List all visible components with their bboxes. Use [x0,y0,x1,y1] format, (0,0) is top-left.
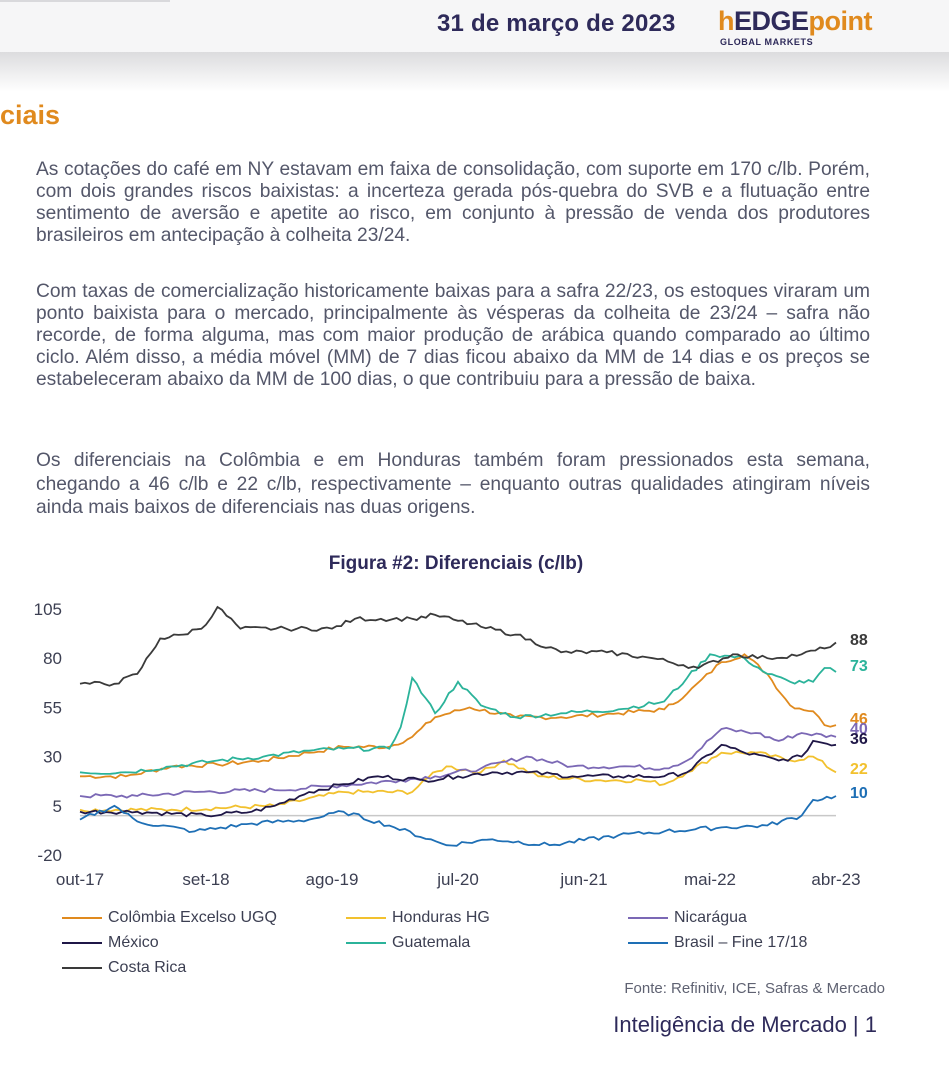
legend-swatch [62,967,102,969]
paragraph-2: Com taxas de comercialização historicame… [36,281,870,390]
section-title: ciais [0,100,61,130]
header-shadow [0,52,949,92]
legend-swatch [346,917,386,919]
x-tick-label: set-18 [182,870,229,889]
legend-swatch [346,942,386,944]
x-tick-label: out-17 [56,870,104,889]
series-line-7 [79,605,837,687]
series-end-label: 88 [850,632,868,649]
legend-swatch [62,942,102,944]
legend-label: Nicarágua [674,909,747,926]
legend-item: Guatemala [346,932,470,954]
logo-prefix: h [718,6,735,36]
source-note: Fonte: Refinitiv, ICE, Safras & Mercado [624,980,885,997]
x-tick-label: jul-20 [436,870,479,889]
header-bar: 31 de março de 2023 hEDGEpoint GLOBAL MA… [0,0,949,52]
footer-page-label: Inteligência de Mercado | 1 [613,1012,877,1037]
legend-label: México [108,934,159,951]
x-tick-label: ago-19 [306,870,359,889]
logo-tagline: GLOBAL MARKETS [720,37,814,47]
logo-suffix: point [808,6,873,36]
chart-legend: Colômbia Excelso UGQ Honduras HG Nicarágua… [0,905,949,985]
legend-item: Colômbia Excelso UGQ [62,907,277,929]
series-end-label: 10 [850,785,868,802]
legend-item: Costa Rica [62,957,186,979]
legend-swatch [62,917,102,919]
series-end-label: 73 [850,658,868,675]
series-end-label: 46 [850,711,868,728]
legend-swatch [628,942,668,944]
x-tick-label: abr-23 [811,870,860,889]
series-line-2 [79,750,837,813]
legend-item: México [62,932,159,954]
series-line-1 [80,653,837,780]
series-end-label: 36 [850,731,868,748]
chart-title: Figura #2: Diferenciais (c/lb) [328,553,584,574]
series-end-label: 22 [850,761,868,778]
y-tick-label: 80 [43,649,62,668]
series-line-3 [79,726,837,799]
series-line-5 [79,653,837,775]
series-line-4 [79,739,837,818]
legend-label: Costa Rica [108,959,187,976]
x-tick-label: mai-22 [684,870,736,889]
series-line-6 [79,795,837,847]
paragraph-3: Os diferenciais na Colômbia e em Hondura… [36,450,870,518]
legend-label: Honduras HG [392,909,490,926]
legend-label: Brasil – Fine 17/18 [674,934,808,951]
x-tick-label: jun-21 [559,870,607,889]
legend-item: Brasil – Fine 17/18 [628,932,807,954]
y-tick-label: -20 [37,846,62,865]
legend-label: Colômbia Excelso UGQ [108,909,277,926]
logo-middle: EDGE [734,6,809,36]
y-tick-label: 30 [43,748,62,767]
legend-item: Honduras HG [346,907,490,929]
series-end-label: 40 [850,721,868,738]
y-tick-label: 55 [43,698,62,717]
y-tick-label: 105 [34,600,62,619]
legend-label: Guatemala [392,934,471,951]
legend-swatch [628,917,668,919]
y-tick-label: 5 [53,797,62,816]
logo-wordmark: hEDGEpoint [718,6,873,37]
hedgepoint-logo: hEDGEpoint GLOBAL MARKETS [718,6,908,48]
legend-item: Nicarágua [628,907,747,929]
paragraph-1: As cotações do café em NY estavam em fai… [36,159,870,246]
header-accent-line [0,0,170,2]
report-date: 31 de março de 2023 [437,10,676,37]
differentials-chart: 105 80 55 30 5 -20 out-17 set-18 ago-19 jul-20 jun… [34,600,868,889]
